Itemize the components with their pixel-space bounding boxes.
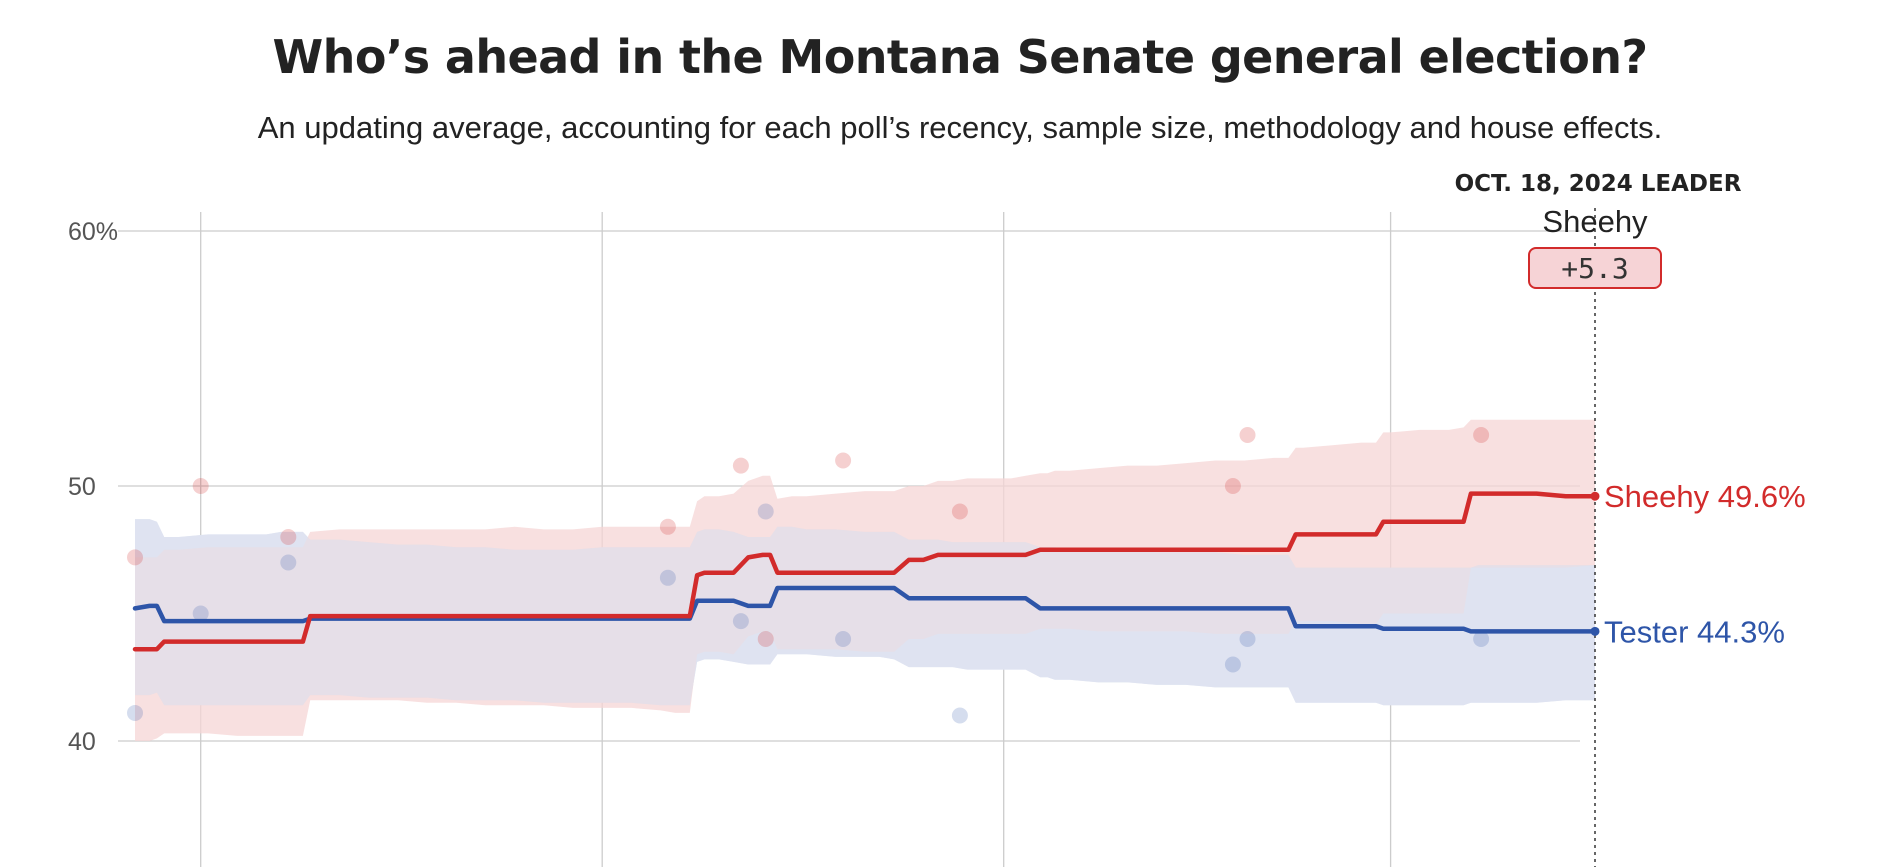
poll-dot-sheehy-0 [127, 549, 143, 566]
series-end-labels: Sheehy 49.6% Tester 44.3% [1590, 479, 1806, 649]
uncertainty-bands [135, 419, 1595, 741]
poll-dot-sheehy-18 [1239, 427, 1256, 443]
poll-dot-tester-11 [757, 503, 774, 520]
poll-dot-sheehy-2 [192, 478, 209, 494]
poll-dot-tester-15 [951, 707, 968, 724]
poll-dot-tester-17 [1224, 656, 1241, 673]
poll-dot-tester-3 [192, 605, 209, 622]
poll-dot-sheehy-16 [1224, 478, 1241, 494]
y-tick-label-1: 50 [68, 473, 96, 501]
page-title: Who’s ahead in the Montana Senate genera… [272, 30, 1649, 84]
tester-end-label: Tester 44.3% [1604, 614, 1785, 649]
poll-dot-tester-19 [1239, 631, 1256, 647]
poll-dot-sheehy-12 [835, 452, 852, 469]
average-lines [132, 491, 1598, 652]
poll-dot-tester-1 [127, 704, 143, 721]
poll-dot-sheehy-20 [1473, 427, 1490, 443]
leader-date-label: OCT. 18, 2024 LEADER [1455, 171, 1742, 197]
poll-dots [127, 427, 1490, 724]
poll-dot-tester-21 [1473, 631, 1490, 647]
poll-dot-tester-5 [280, 554, 297, 571]
sheehy-average-line [132, 491, 1598, 652]
tester-uncertainty-band-overlay [135, 519, 1595, 706]
poll-dot-sheehy-6 [659, 518, 676, 535]
poll-dot-sheehy-10 [757, 631, 774, 647]
poll-dot-tester-13 [835, 631, 852, 647]
sheehy-end-label: Sheehy 49.6% [1604, 479, 1806, 514]
leader-margin-box [1528, 247, 1662, 289]
sheehy-end-point [1590, 491, 1600, 501]
tester-end-point [1590, 626, 1600, 636]
page-subtitle: An updating average, accounting for each… [257, 110, 1663, 145]
leader-name: Sheehy [1542, 204, 1648, 239]
tester-average-line [132, 585, 1598, 634]
leader-margin-value: +5.3 [1561, 252, 1628, 285]
y-tick-label-2: 40 [68, 728, 96, 756]
poll-dot-sheehy-4 [280, 529, 297, 545]
poll-dot-sheehy-14 [951, 503, 968, 520]
poll-dot-tester-9 [732, 613, 749, 630]
poll-dot-tester-7 [659, 569, 676, 586]
y-tick-label-0: 60% [68, 218, 118, 246]
poll-dot-sheehy-8 [732, 457, 749, 474]
